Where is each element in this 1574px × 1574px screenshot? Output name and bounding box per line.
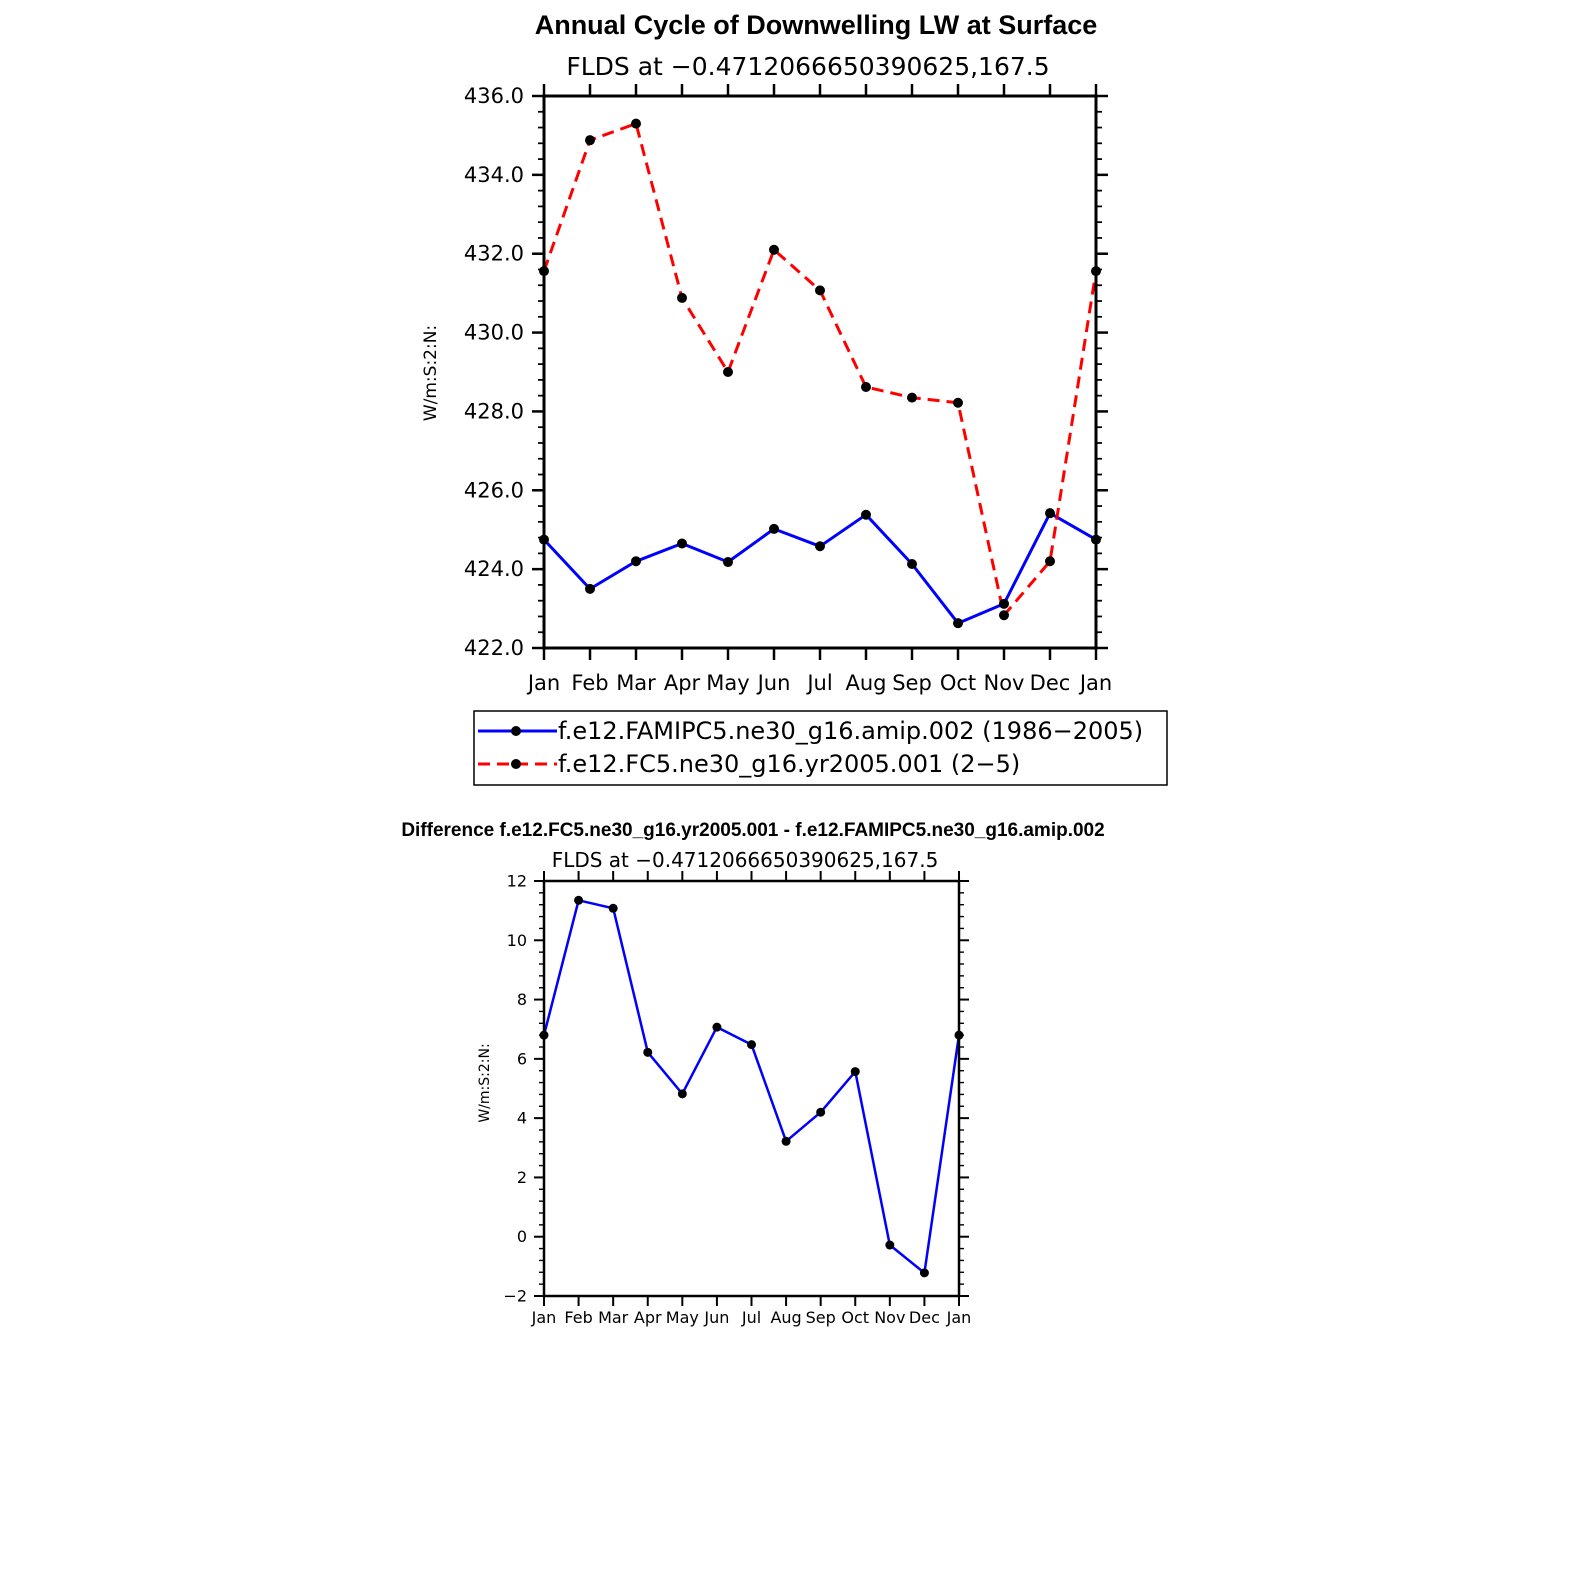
x-tick-label: Sep [806,1308,836,1327]
y-tick-label: 426.0 [464,478,524,502]
chart2-y-tick-labels: −2 0 2 4 6 8 10 12 [503,872,527,1306]
x-tick-label: Oct [841,1308,869,1327]
legend-marker-series-1 [511,726,521,736]
chart1-plot-frame [542,94,1098,650]
y-tick-label: 8 [517,990,527,1009]
series-2-point [631,118,641,129]
legend-label-series-1: f.e12.FAMIPC5.ne30_g16.amip.002 (1986−20… [558,717,1143,745]
chart1-subtitle: FLDS at −0.4712066650390625,167.5 [566,52,1049,81]
x-tick-label: Jun [756,671,791,695]
series-1-point [815,541,825,552]
chart1-y-axis-label: W/m:S:2:N: [421,325,441,421]
y-tick-label: 436.0 [464,84,524,108]
series-1-point [608,903,618,913]
x-tick-label: Aug [845,671,886,695]
series-2-point [585,135,595,146]
y-tick-label: 430.0 [464,321,524,345]
series-1-point [631,556,641,567]
chart2-x-tick-labels: Jan Feb Mar Apr May Jun Jul Aug Sep Oct Nov Dec Jan [531,1308,972,1327]
series-2-point [1045,556,1055,567]
y-tick-label: 422.0 [464,636,524,660]
series-1-point [585,583,595,594]
series-1-point [712,1022,722,1032]
series-2-point [861,381,871,392]
x-tick-label: Apr [634,1308,662,1327]
y-tick-label: 4 [517,1109,527,1128]
series-1-point [885,1240,895,1250]
series-1-point [850,1067,860,1077]
y-tick-label: 424.0 [464,557,524,581]
series-2-point [723,367,733,377]
difference-chart: Difference f.e12.FC5.ne30_g16.yr2005.001… [401,820,1104,1327]
y-tick-label: −2 [503,1287,527,1306]
x-tick-label: Dec [1030,671,1071,695]
series-1-point [677,538,687,549]
series-1-point [769,523,779,534]
series-1-point [1045,508,1055,519]
chart2-plot-frame [542,879,961,1298]
x-tick-label: Apr [664,671,701,695]
y-tick-label: 2 [517,1168,527,1187]
series-1-point [919,1268,929,1278]
series-1-point [816,1107,826,1117]
series-1-point [907,559,917,570]
y-tick-label: 6 [517,1049,527,1068]
y-tick-label: 434.0 [464,163,524,187]
x-tick-label: Nov [984,671,1025,695]
x-tick-label: Aug [770,1308,801,1327]
chart1-x-tick-labels: Jan Feb Mar Apr May Jun Jul Aug Sep Oct Nov Dec Jan [526,671,1112,695]
chart1-title: Annual Cycle of Downwelling LW at Surfac… [535,10,1098,40]
x-tick-label: Jan [531,1308,557,1327]
x-tick-label: Jan [1078,671,1112,695]
x-tick-label: Jun [703,1308,729,1327]
chart1-legend: f.e12.FAMIPC5.ne30_g16.amip.002 (1986−20… [473,710,1168,786]
series-1-point [723,557,733,568]
x-tick-label: Jul [741,1308,761,1327]
y-tick-label: 428.0 [464,399,524,423]
x-tick-label: Jan [526,671,560,695]
series-1-point [747,1040,756,1050]
series-1-point [781,1136,791,1146]
series-2-point [953,397,963,408]
series-2-point [999,610,1009,621]
y-tick-label: 0 [517,1227,527,1246]
legend-marker-series-2 [511,759,521,769]
chart2-subtitle: FLDS at −0.4712066650390625,167.5 [552,848,939,872]
series-2-point [769,244,779,255]
chart2-y-axis-label: W/m:S:2:N: [477,1043,493,1122]
chart1-y-tick-labels: 422.0 424.0 426.0 428.0 430.0 432.0 434.0 436.0 [464,84,524,660]
y-tick-label: 10 [507,931,527,950]
x-tick-label: Feb [571,671,608,695]
x-tick-label: May [706,671,749,695]
x-tick-label: Feb [564,1308,592,1327]
series-1-point [861,509,871,520]
series-1-point [999,598,1009,609]
series-2-point [907,392,917,403]
series-1-point [643,1047,653,1057]
y-tick-label: 12 [507,872,527,891]
y-tick-label: 432.0 [464,242,524,266]
x-tick-label: Nov [874,1308,905,1327]
legend-label-series-2: f.e12.FC5.ne30_g16.yr2005.001 (2−5) [558,750,1020,778]
x-tick-label: Dec [909,1308,940,1327]
series-1-point [953,618,963,629]
x-tick-label: Jul [805,671,832,695]
annual-cycle-chart: Annual Cycle of Downwelling LW at Surfac… [421,10,1168,786]
series-1-point [677,1089,687,1099]
x-tick-label: Jan [946,1308,972,1327]
x-tick-label: Oct [940,671,976,695]
series-2-point [815,285,825,296]
x-tick-label: Mar [616,671,656,695]
series-2-point [677,292,687,303]
x-tick-label: May [666,1308,699,1327]
series-1-point [574,895,584,905]
x-tick-label: Mar [598,1308,629,1327]
legend-box [473,710,1168,786]
chart2-title: Difference f.e12.FC5.ne30_g16.yr2005.001… [401,820,1104,841]
x-tick-label: Sep [892,671,932,695]
